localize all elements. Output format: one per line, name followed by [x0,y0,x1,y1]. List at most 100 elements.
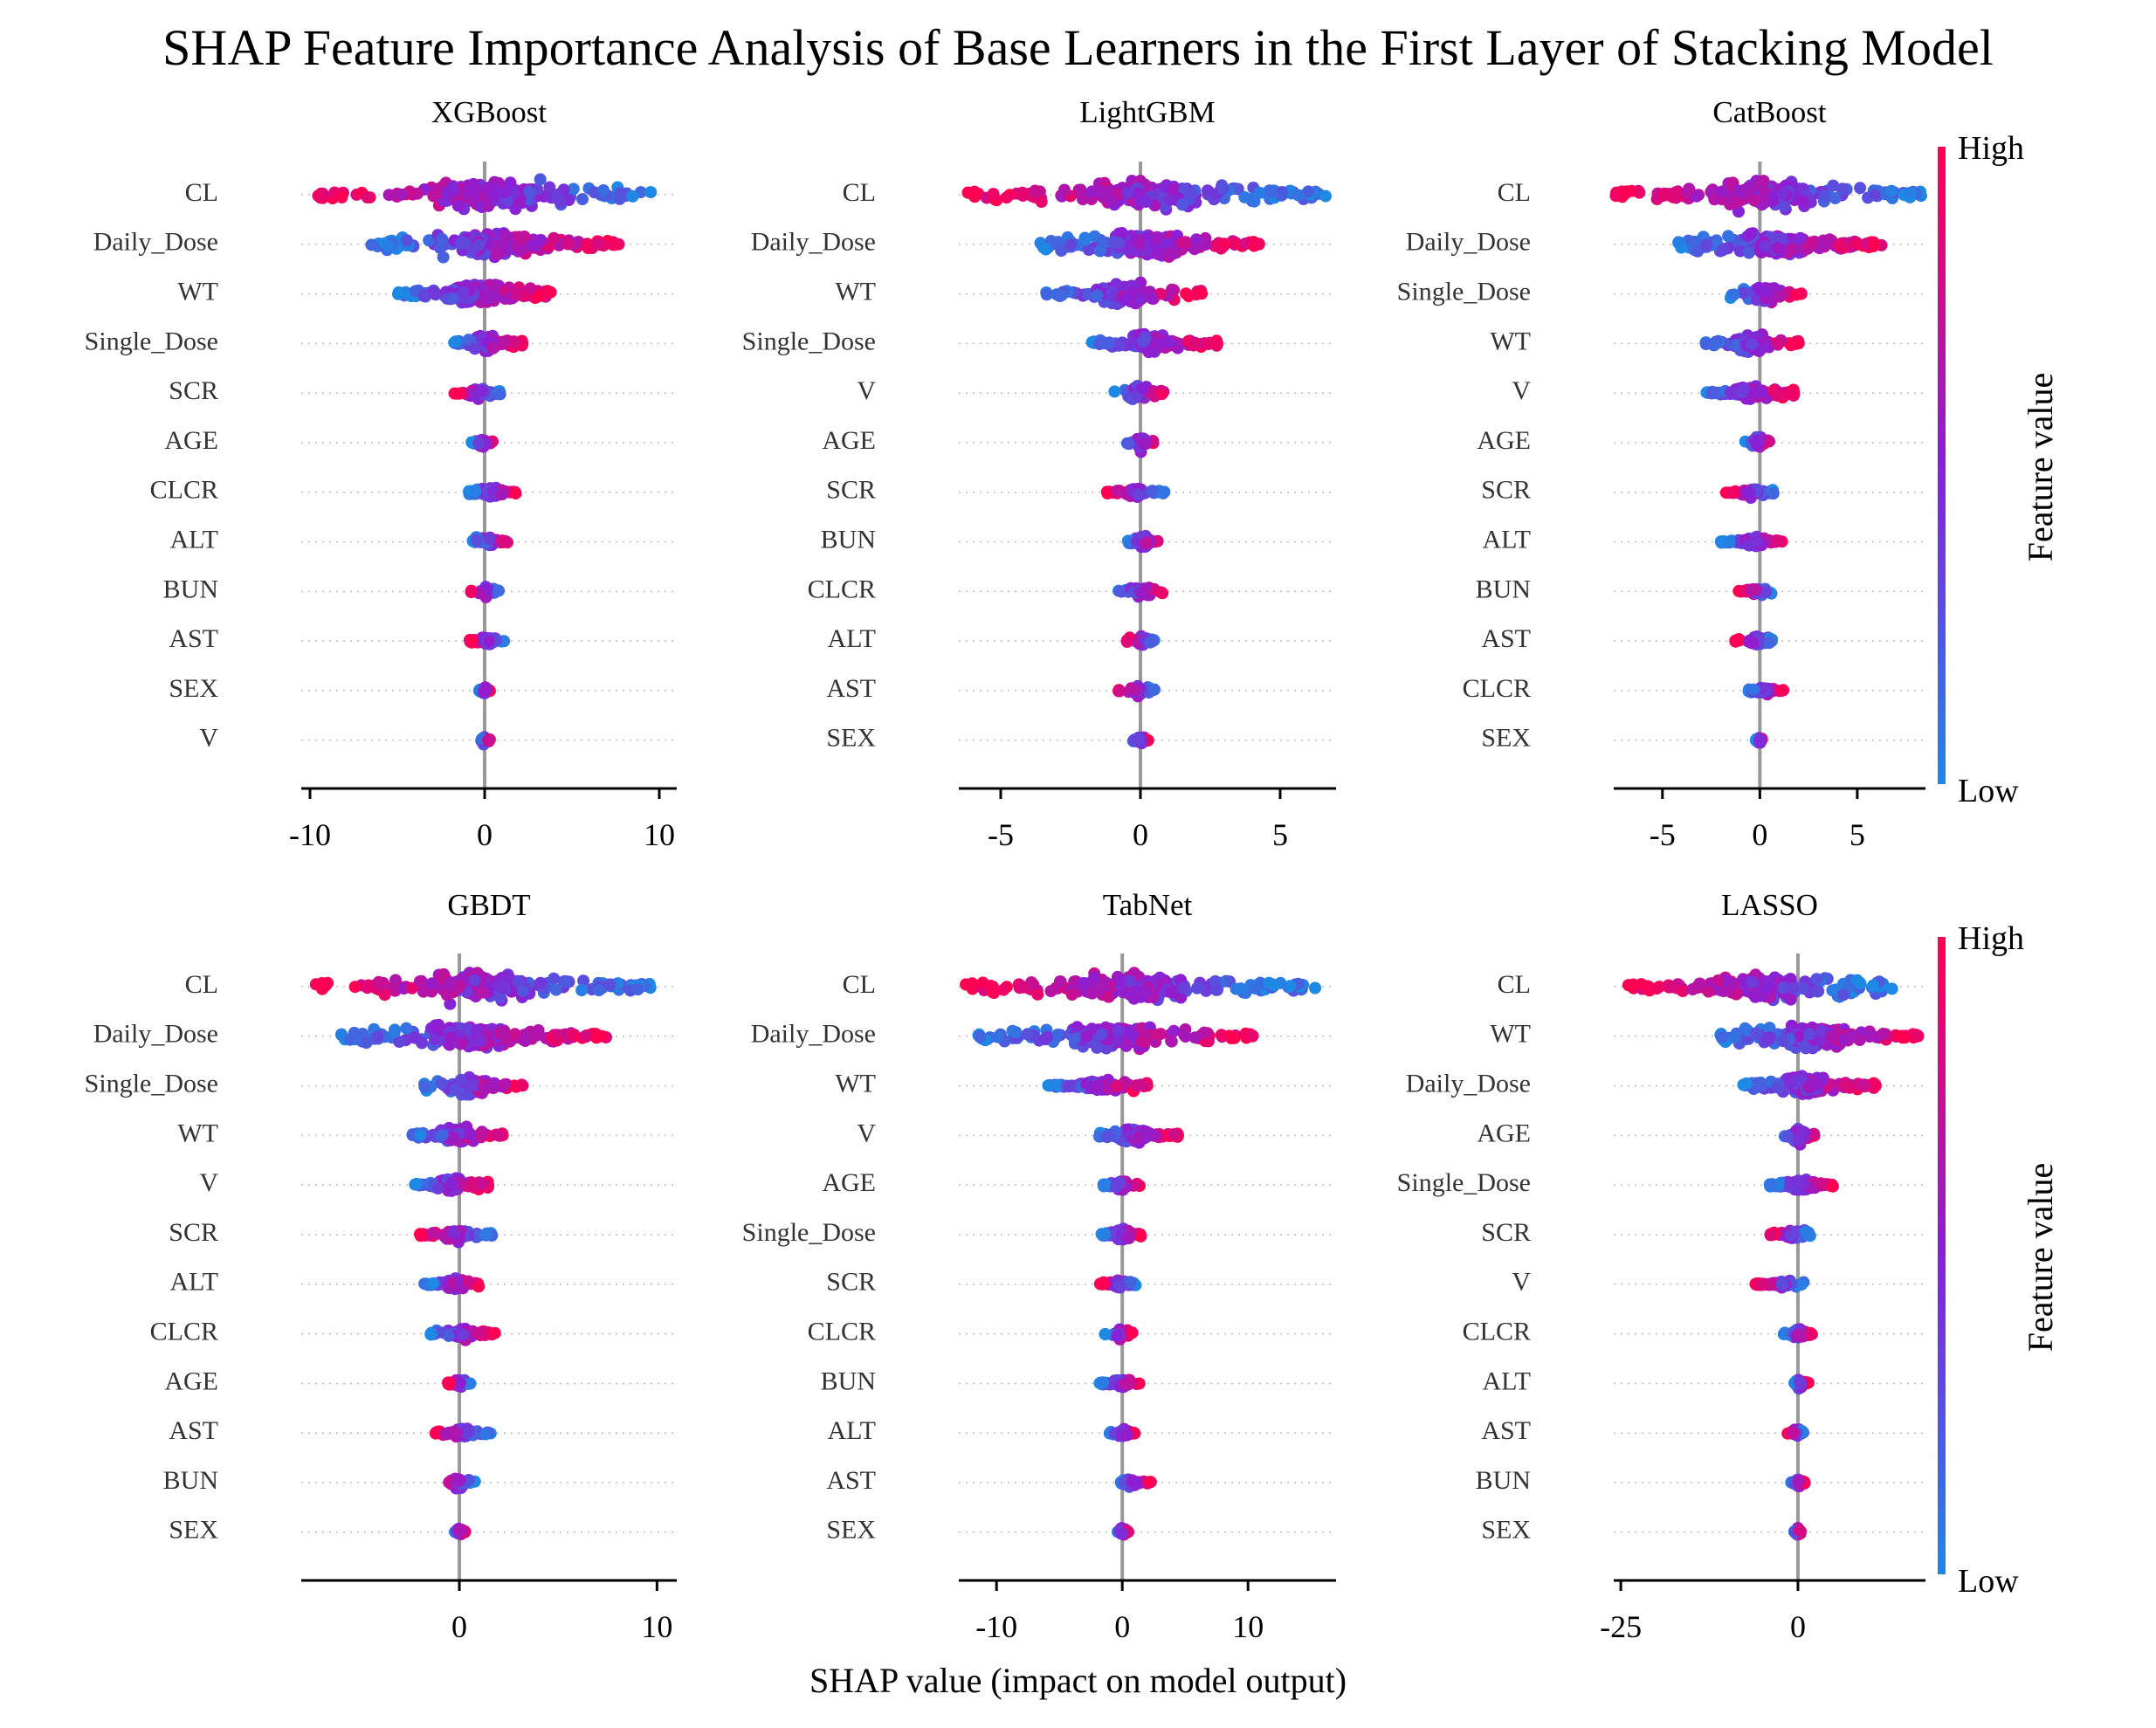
shap-dot [395,188,408,201]
shap-dot [576,193,589,206]
shap-dot [1125,682,1138,695]
shap-dot [1000,191,1013,204]
shap-dot [483,533,496,546]
colorbar-top: High Low Feature value [1938,130,2060,809]
shap-dot [471,1023,483,1036]
shap-dot [437,251,450,264]
shap-dot [1754,284,1767,297]
x-tick-label: -5 [988,817,1014,852]
feature-label: AGE [164,1367,218,1395]
feature-label: Daily_Dose [1406,228,1531,257]
shap-dot [1064,238,1078,251]
shap-dot [592,984,605,997]
shap-dot [1190,981,1203,995]
shap-dot [1112,237,1126,250]
shap-dot [496,981,509,995]
shap-dot [462,1275,475,1288]
shap-dot [499,186,512,198]
shap-dot [476,1177,489,1190]
shap-dot [482,733,495,747]
shap-dot [483,635,496,648]
feature-label: CLCR [808,575,876,603]
feature-label: SEX [1481,724,1531,753]
shap-dot [1146,485,1159,498]
shap-dot [452,981,465,994]
shap-dot [465,634,479,647]
shap-dot [1775,685,1788,697]
shap-dot [348,981,362,994]
feature-label: V [857,376,876,405]
shap-dot [417,289,431,302]
shap-dot [1094,184,1107,197]
shap-dot [312,978,325,991]
x-tick-label: 10 [641,1609,672,1644]
feature-label: WT [177,1119,218,1147]
shap-dot [1216,182,1230,196]
shap-dot [451,199,465,212]
shap-dot [1190,233,1202,246]
shap-dot [382,189,396,202]
feature-label: V [1512,376,1531,405]
feature-label: WT [835,1069,876,1098]
shap-dot [608,238,621,251]
shap-dot [533,290,546,303]
shap-dot [1700,238,1713,251]
shap-dot [1105,194,1118,207]
x-tick-label: 0 [1752,817,1767,852]
shap-dot [450,335,462,348]
shap-dot [1154,586,1168,599]
shap-dot [1723,535,1736,548]
shap-dot [591,238,604,251]
feature-label: Daily_Dose [751,1020,876,1049]
feature-label: CLCR [150,476,218,505]
shap-dot [603,978,616,991]
shap-dot [961,186,975,199]
shap-dot [1035,196,1048,208]
shap-dot [1057,183,1071,196]
shap-dot [485,1078,498,1091]
feature-label: BUN [821,525,876,554]
feature-label: AST [826,1466,876,1495]
shap-dot [554,195,567,208]
shap-dot [409,1031,422,1044]
shap-dot [1155,388,1168,401]
shap-dot [445,1176,458,1189]
shap-dot [498,1026,511,1039]
shap-dot [424,1328,437,1341]
feature-label: AST [1481,624,1531,653]
shap-dot [461,1426,474,1439]
shap-dot [511,288,524,301]
shap-dot [1111,485,1124,498]
shap-dot [454,1524,466,1537]
shap-dot [626,189,639,203]
shap-dot [1869,189,1882,202]
shap-dot [1264,186,1277,199]
shap-dot [596,1029,609,1043]
shap-dot [549,983,562,996]
shap-dot [1722,230,1735,243]
shap-dot [1708,338,1721,351]
shap-dot [561,238,575,251]
feature-label: SCR [1481,476,1531,505]
shap-dot [491,248,504,261]
x-tick-label: 10 [644,817,675,852]
feature-label: BUN [163,1466,218,1495]
shap-dot [360,1036,373,1050]
shap-dot [1166,283,1178,296]
shap-dot [446,182,459,194]
shap-dot [1029,184,1042,197]
panel-xgboost: XGBoostCLDaily_DoseWTSingle_DoseSCRAGECL… [85,95,677,852]
shap-dot [580,1029,593,1043]
feature-label: Daily_Dose [93,228,218,257]
feature-label: BUN [821,1367,876,1395]
feature-label: Single_Dose [85,1069,218,1098]
feature-label: V [199,1168,218,1197]
shap-dot [597,184,610,196]
shap-dot [312,189,325,203]
shap-dot [473,1035,486,1047]
panel-lightgbm: LightGBMCLDaily_DoseWTSingle_DoseVAGESCR… [742,95,1336,852]
shap-dot [1148,683,1161,696]
shap-dot [479,1228,493,1241]
shap-dot [504,176,517,189]
